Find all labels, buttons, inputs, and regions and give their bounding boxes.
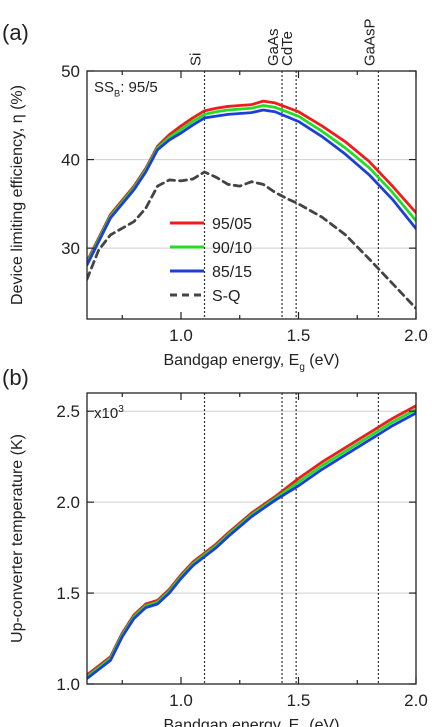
chart-panel-b: (b) 1.0 1.5 2.0 1.0 1.5 2.0 2.5 Bandgap energy, … (2, 365, 428, 727)
legend-label: 85/15 (212, 264, 252, 281)
x-axis-label: Bandgap energy, Eg (eV) (164, 717, 340, 727)
series-group (87, 99, 416, 310)
x-axis-label: Bandgap energy, Eg (eV) (164, 352, 340, 373)
x-tick-label: 2.0 (404, 691, 428, 710)
plot-frame (86, 70, 417, 320)
y-multiplier: x103 (94, 404, 124, 422)
x-tick-label: 1.5 (287, 691, 311, 710)
series-line (87, 170, 416, 310)
x-tick-label: 1.0 (169, 326, 193, 345)
y-tick-label: 2.0 (56, 493, 80, 512)
y-axis-label: Device limiting efficiency, η (%) (9, 85, 26, 305)
x-tick-label: 1.5 (287, 326, 311, 345)
y-tick-label: 1.5 (56, 584, 80, 603)
material-label: GaAsP (361, 18, 378, 66)
y-tick-label: 50 (61, 62, 80, 81)
y-tick-label: 1.0 (56, 675, 80, 694)
y-tick-label: 2.5 (56, 402, 80, 421)
plot-frame (86, 392, 417, 685)
panel-label: (b) (2, 365, 29, 390)
series-line (87, 404, 416, 677)
y-axis-label: Up-converter temperature (K) (9, 434, 26, 643)
x-tick-label: 1.0 (169, 691, 193, 710)
legend: 95/05 90/10 85/15 S-Q (170, 216, 252, 305)
series-line (87, 108, 416, 267)
series-line (87, 411, 416, 680)
series-line (87, 407, 416, 679)
legend-label: 95/05 (212, 216, 252, 233)
legend-label: 90/10 (212, 240, 252, 257)
series-group (87, 404, 416, 680)
condition-annotation: SSB: 95/5 (94, 79, 158, 99)
material-label: Si (188, 53, 205, 66)
legend-label: S-Q (212, 288, 240, 305)
material-label: CdTe (279, 31, 296, 66)
material-label: GaAs (265, 28, 282, 66)
y-tick-label: 40 (61, 151, 80, 170)
panel-label: (a) (2, 20, 29, 45)
x-tick-label: 2.0 (404, 326, 428, 345)
y-tick-label: 30 (61, 239, 80, 258)
